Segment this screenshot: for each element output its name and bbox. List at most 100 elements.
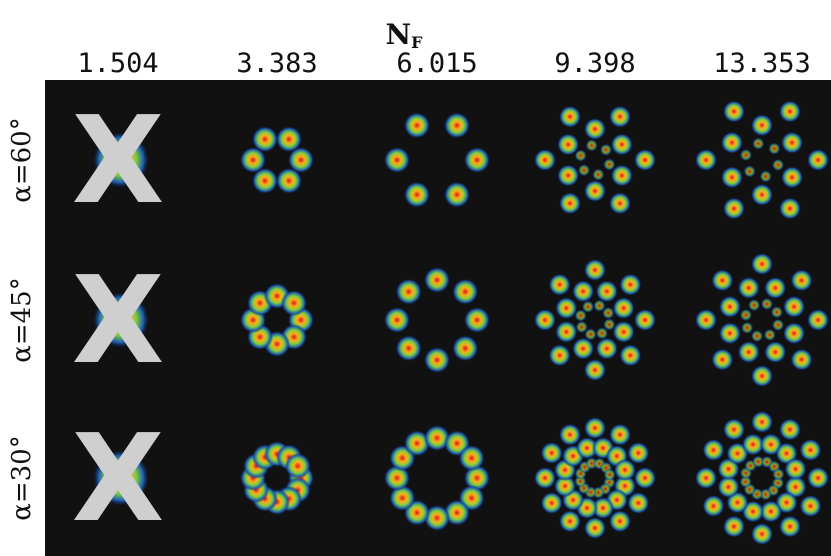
row-label: α=60° [7, 117, 37, 202]
pattern-spot [764, 341, 786, 363]
pattern-spot [761, 298, 773, 310]
pattern-spot [768, 143, 780, 155]
pattern-spot [572, 338, 594, 360]
pattern-spot [760, 170, 772, 182]
pattern-spot [791, 349, 813, 371]
pattern-spot [751, 330, 763, 342]
pattern-spot [604, 469, 616, 481]
pattern-spot [781, 132, 803, 154]
pattern-spot [723, 197, 745, 219]
pattern-spot [584, 259, 606, 281]
pattern-spot [444, 112, 470, 138]
pattern-spot [600, 144, 612, 156]
column-label: 13.353 [713, 48, 811, 79]
pattern-spot [799, 495, 821, 517]
pattern-spot [807, 309, 829, 331]
pattern-spot [534, 309, 556, 331]
pattern-spot [586, 139, 598, 151]
cross-mark: X [72, 410, 165, 549]
pattern-spot [285, 453, 311, 479]
cross-mark: X [72, 252, 165, 391]
pattern-spot [584, 118, 606, 140]
pattern-spot [611, 134, 633, 156]
pattern-spot [772, 159, 784, 171]
pattern-spot [723, 515, 745, 537]
pattern-spot [738, 341, 760, 363]
pattern-spot [744, 165, 756, 177]
pattern-spot [396, 335, 422, 361]
column-label: 1.504 [77, 48, 158, 79]
pattern-spot [555, 321, 577, 343]
pattern-spot [584, 359, 606, 381]
row-label: α=30° [7, 435, 37, 520]
pattern-spot [785, 458, 807, 480]
pattern-spot [452, 279, 478, 305]
figure: NF 1.5043.3836.0159.39813.353α=60°Xα=45°… [0, 0, 831, 556]
cross-mark: X [72, 92, 165, 231]
pattern-spot [603, 158, 615, 170]
row-label: α=45° [7, 277, 37, 362]
pattern-spot [634, 467, 656, 489]
pattern-spot [584, 180, 606, 202]
pattern-spot [464, 307, 490, 333]
pattern-spot [695, 309, 717, 331]
pattern-spot [772, 319, 784, 331]
pattern-spot [807, 149, 829, 171]
pattern-spot [276, 126, 302, 152]
pattern-spot [596, 338, 618, 360]
pattern-spot [424, 347, 450, 373]
pattern-spot [609, 424, 631, 446]
pattern-spot [575, 150, 587, 162]
pattern-spot [703, 439, 725, 461]
pattern-spot [751, 114, 773, 136]
pattern-spot [592, 169, 604, 181]
pattern-spot [549, 274, 571, 296]
pattern-spot [557, 165, 579, 187]
pattern-spot [740, 149, 752, 161]
header-main: N [386, 18, 412, 51]
pattern-spot [584, 417, 606, 439]
pattern-spot [711, 349, 733, 371]
column-label: 6.015 [396, 48, 477, 79]
pattern-spot [791, 269, 813, 291]
pattern-spot [807, 467, 829, 489]
pattern-spot [596, 327, 608, 339]
pattern-spot [424, 267, 450, 293]
pattern-spot [404, 112, 430, 138]
pattern-spot [572, 280, 594, 302]
pattern-spot [783, 296, 805, 318]
pattern-spot [764, 329, 776, 341]
pattern-spot [719, 296, 741, 318]
pattern-spot [555, 297, 577, 319]
pattern-spot [703, 495, 725, 517]
pattern-spot [779, 197, 801, 219]
pattern-spot [578, 164, 590, 176]
pattern-spot [721, 132, 743, 154]
pattern-spot [779, 419, 801, 441]
pattern-spot [752, 138, 764, 150]
pattern-spot [534, 467, 556, 489]
pattern-spot [772, 468, 784, 480]
pattern-spot [602, 307, 614, 319]
pattern-spot [596, 280, 618, 302]
pattern-spot [404, 182, 430, 208]
pattern-spot [584, 517, 606, 539]
pattern-spot [723, 419, 745, 441]
pattern-spot [627, 492, 649, 514]
pattern-spot [384, 147, 410, 173]
pattern-spot [396, 279, 422, 305]
pattern-spot [695, 149, 717, 171]
pattern-spot [634, 149, 656, 171]
pattern-spot [619, 274, 641, 296]
pattern-spot [751, 184, 773, 206]
pattern-spot [634, 309, 656, 331]
pattern-spot [609, 106, 631, 128]
pattern-spot [444, 182, 470, 208]
pattern-spot [740, 309, 752, 321]
pattern-spot [452, 335, 478, 361]
pattern-spot [613, 297, 635, 319]
pattern-spot [281, 290, 307, 316]
pattern-spot [384, 307, 410, 333]
pattern-spot [721, 166, 743, 188]
pattern-spot [459, 445, 485, 471]
